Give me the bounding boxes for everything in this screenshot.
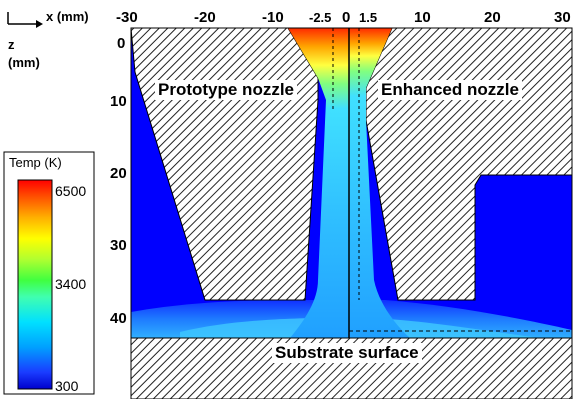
x-arrow-head-icon (36, 20, 43, 28)
legend-frame (3, 151, 95, 395)
z-tick: 30 (110, 237, 127, 254)
z-axis-label: z (8, 37, 15, 52)
legend-min-value: 300 (55, 378, 79, 394)
x-tick: -20 (194, 9, 216, 26)
z-tick: 0 (117, 35, 126, 52)
x-tick: 20 (484, 9, 501, 26)
x-tick: -30 (116, 9, 138, 26)
z-axis-unit: (mm) (8, 55, 40, 70)
x-tick: 30 (554, 9, 571, 26)
enhanced-jet-plume (349, 28, 410, 338)
z-tick: 20 (110, 165, 127, 182)
legend-mid-value: 3400 (55, 276, 87, 292)
z-tick: 10 (110, 93, 127, 110)
x-tick: 10 (414, 9, 431, 26)
x-axis-label: x (mm) (46, 9, 89, 24)
legend-title: Temp (K) (9, 155, 62, 170)
x-tick: 1.5 (359, 10, 378, 25)
x-tick: -2.5 (309, 10, 332, 25)
prototype-nozzle-label: Prototype nozzle (155, 80, 298, 100)
z-tick: 40 (110, 310, 127, 327)
legend-colorbar (17, 179, 53, 390)
prototype-jet-plume (288, 28, 349, 338)
x-tick: -10 (262, 9, 284, 26)
enhanced-nozzle-label: Enhanced nozzle (378, 80, 522, 100)
legend-max-value: 6500 (55, 183, 87, 199)
substrate-surface-label: Substrate surface (272, 343, 422, 363)
plot-frame (130, 27, 573, 399)
x-tick: 0 (342, 9, 351, 26)
